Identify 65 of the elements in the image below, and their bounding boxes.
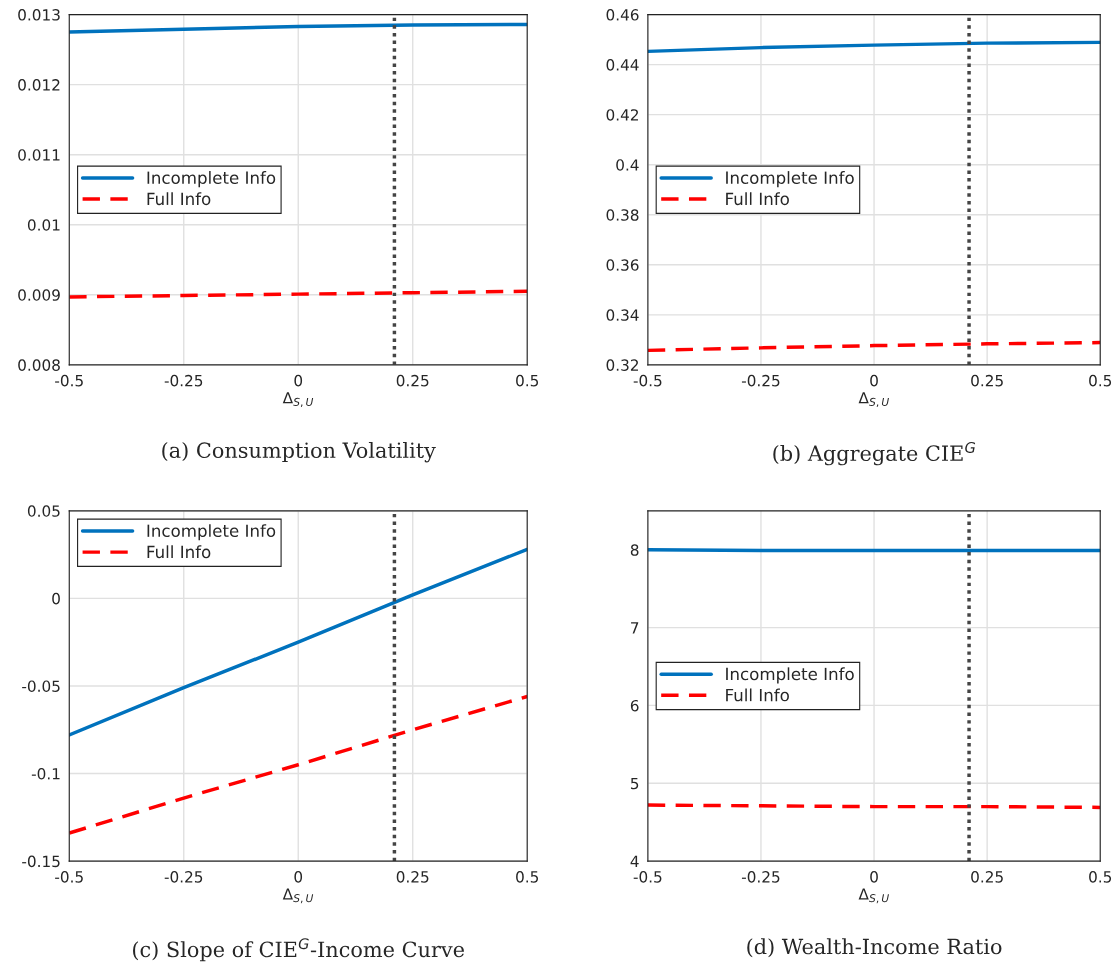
x-tick-label: 0 xyxy=(294,871,303,883)
x-tick-label: -0.5 xyxy=(633,871,662,883)
x-tick-label: 0.25 xyxy=(971,871,1003,883)
y-tick-label: 0 xyxy=(52,592,60,605)
x-tick-label: -0.5 xyxy=(55,871,83,883)
x-tick-label: 0 xyxy=(870,374,878,387)
line-series xyxy=(647,340,1101,353)
y-tick-label: 0.42 xyxy=(606,109,638,121)
x-tick-label: 0.5 xyxy=(1089,871,1112,883)
legend-label: Full Info xyxy=(147,192,211,206)
legend-label: Incomplete Info xyxy=(147,171,276,188)
y-tick-label: -0.05 xyxy=(22,680,60,692)
legend-label: Full Info xyxy=(726,192,789,206)
y-tick-label: -0.1 xyxy=(31,768,60,780)
x-axis-title: Δ$_{S,U}$ xyxy=(282,392,314,408)
line-series xyxy=(69,694,528,835)
y-tick-label: 0.009 xyxy=(18,289,60,301)
x-tick-label: -0.25 xyxy=(741,374,780,387)
x-tick-label: -0.25 xyxy=(164,374,203,387)
y-tick-label: 5 xyxy=(630,777,639,790)
y-tick-label: 0.01 xyxy=(27,219,60,231)
y-tick-label: 0.05 xyxy=(27,505,60,517)
y-tick-label: 0.36 xyxy=(606,259,639,271)
x-tick-label: -0.25 xyxy=(741,871,780,883)
x-tick-label: 0.5 xyxy=(1089,374,1112,387)
y-tick-label: 0.46 xyxy=(606,9,639,21)
y-tick-label: 7 xyxy=(631,622,639,634)
x-axis-title: Δ$_{S,U}$ xyxy=(282,888,314,904)
legend-label: Incomplete Info xyxy=(726,171,854,188)
x-tick-label: 0 xyxy=(870,871,878,883)
y-tick-label: 0.32 xyxy=(606,359,638,371)
line-series xyxy=(647,40,1101,54)
x-tick-label: -0.5 xyxy=(633,374,662,387)
y-tick-label: -0.15 xyxy=(22,855,60,868)
y-tick-label: 0.011 xyxy=(18,149,60,161)
line-series xyxy=(69,547,528,737)
y-tick-label: 4 xyxy=(630,855,639,867)
text: (b) Aggregate CIE$^{G}$ xyxy=(773,441,976,466)
x-tick-label: 0.5 xyxy=(516,871,539,883)
x-tick-label: 0.25 xyxy=(396,374,429,387)
x-tick-label: 0.5 xyxy=(516,374,539,387)
legend-label: Full Info xyxy=(147,545,211,559)
y-tick-label: 0.008 xyxy=(18,359,60,371)
y-tick-label: 0.4 xyxy=(616,159,639,171)
y-tick-label: 6 xyxy=(630,699,639,712)
text: (c) Slope of CIE$^{G}$-Income Curve xyxy=(133,938,464,962)
text: (d) Wealth-Income Ratio xyxy=(747,938,1002,958)
line-series xyxy=(69,22,528,34)
x-tick-label: -0.25 xyxy=(164,871,203,883)
text: (a) Consumption Volatility xyxy=(162,441,436,463)
x-tick-label: 0.25 xyxy=(396,871,429,883)
x-tick-label: 0 xyxy=(294,374,303,387)
legend-label: Incomplete Info xyxy=(726,667,854,684)
y-tick-label: 0.34 xyxy=(606,309,639,321)
x-axis-title: Δ$_{S,U}$ xyxy=(858,392,889,408)
y-tick-label: 0.44 xyxy=(606,59,639,71)
legend-label: Incomplete Info xyxy=(147,524,276,541)
x-axis-title: Δ$_{S,U}$ xyxy=(858,888,889,904)
y-tick-label: 8 xyxy=(630,544,639,556)
x-tick-label: 0.25 xyxy=(971,374,1003,387)
y-tick-label: 0.38 xyxy=(606,209,639,221)
legend-label: Full Info xyxy=(726,688,789,702)
x-tick-label: -0.5 xyxy=(55,374,83,387)
y-tick-label: 0.013 xyxy=(18,9,60,21)
y-tick-label: 0.012 xyxy=(18,79,60,91)
